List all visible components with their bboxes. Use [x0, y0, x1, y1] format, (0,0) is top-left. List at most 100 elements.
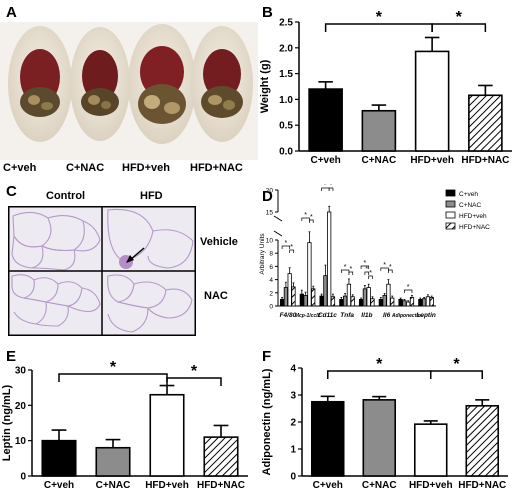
y-tick-label: 0	[269, 304, 273, 311]
chart-f-adiponectin: 0 1 2 3 4 Adiponectin (ng/mL) C+veh C+NAC HFD+ve…	[261, 356, 508, 491]
mouse-c-nac	[70, 27, 130, 141]
bar-hfd-nac	[350, 296, 355, 307]
y-tick-label: 2	[269, 290, 273, 297]
significance-star: *	[365, 266, 368, 273]
significance-star: *	[376, 356, 383, 373]
bar-hfd-veh	[287, 273, 292, 307]
bar-hfd-veh	[307, 242, 312, 307]
bar-c-nac	[422, 298, 427, 307]
axis-break	[273, 230, 283, 237]
panel-letter-f: F	[262, 348, 272, 365]
significance-bracket	[328, 187, 334, 191]
y-tick-label: 4	[269, 277, 273, 284]
x-tick-label: Il1b	[361, 312, 372, 319]
bar-c-nac	[323, 275, 328, 307]
arrow-icon	[126, 247, 145, 263]
significance-star: *	[376, 9, 383, 26]
x-tick-label: C+veh	[44, 480, 74, 491]
bar-c-veh	[279, 299, 285, 307]
significance-bracket	[301, 217, 310, 221]
bar-hfd-veh	[327, 211, 332, 307]
photo-label-hfd-veh: HFD+veh	[122, 162, 170, 174]
bar-c-veh	[299, 293, 304, 307]
legend-label: HFD+veh	[459, 213, 487, 220]
x-tick-label: HFD+NAC	[197, 480, 245, 491]
y-tick-label: 0	[290, 472, 296, 483]
significance-star: *	[364, 260, 367, 267]
y-tick-label: 10	[15, 436, 27, 447]
mouse-hfd-nac	[191, 26, 253, 142]
chart-b-weight: 0.0 0.5 1.0 1.5 2.0 2.5 Weight (g) C+veh C+NAC HF…	[259, 9, 512, 166]
bar-hfd-veh	[406, 301, 411, 307]
y-tick-label: 3	[290, 391, 296, 402]
bar-c-veh	[41, 439, 77, 477]
significance-bracket	[364, 271, 370, 275]
legend-swatch	[445, 211, 456, 219]
significance-star: *	[383, 262, 386, 269]
y-tick-label: 30	[15, 366, 27, 377]
significance-bracket	[388, 269, 393, 273]
significance-star: *	[304, 212, 307, 219]
bar-hfd-nac	[468, 94, 503, 152]
x-tick-label: HFD+NAC	[461, 155, 509, 166]
y-tick-label: 15	[266, 210, 274, 217]
significance-bracket	[166, 377, 222, 386]
histology-row-nac: NAC	[204, 290, 228, 302]
significance-star: *	[285, 240, 288, 247]
y-tick-label: 2.0	[279, 43, 293, 54]
y-tick-label: 1.5	[279, 69, 293, 80]
legend-label: C+NAC	[459, 202, 482, 209]
significance-bracket	[309, 219, 314, 223]
bar-c-nac	[362, 399, 397, 477]
mouse-hfd-veh	[128, 24, 196, 144]
legend-swatch	[445, 222, 456, 230]
significance-star: *	[110, 359, 117, 376]
bar-c-nac	[283, 287, 288, 307]
panel-letter-d: D	[262, 188, 273, 205]
bar-c-veh	[339, 299, 344, 307]
histology-col-hfd: HFD	[140, 190, 163, 202]
y-tick-label: 10	[266, 238, 274, 245]
photo-label-hfd-nac: HFD+NAC	[190, 162, 243, 174]
photo-label-c-nac: C+NAC	[66, 162, 105, 174]
y-tick-label: 20	[266, 188, 274, 195]
legend-label: C+veh	[459, 191, 478, 198]
x-tick-label: HFD+NAC	[458, 480, 506, 491]
y-tick-label: 0	[20, 472, 26, 483]
y-axis-label: Weight (g)	[259, 59, 271, 113]
x-tick-label: C+veh	[313, 480, 343, 491]
x-tick-label: Tnfa	[340, 312, 354, 319]
y-axis-label: Adiponectin (ng/mL)	[261, 368, 273, 475]
significance-bracket	[431, 23, 487, 32]
y-tick-label: 6	[269, 264, 273, 271]
bar-hfd-veh	[366, 287, 371, 307]
y-tick-label: 1.0	[279, 95, 293, 106]
significance-star: *	[324, 184, 327, 189]
bar-c-nac	[95, 446, 131, 477]
bar-hfd-nac	[291, 286, 296, 307]
x-tick-label: Cd11c	[318, 312, 337, 319]
y-tick-label: 4	[290, 364, 296, 375]
y-tick-label: 2	[290, 418, 296, 429]
panel-letter-b: B	[262, 4, 273, 21]
y-tick-label: 0.5	[279, 121, 293, 132]
significance-star: *	[369, 270, 372, 277]
panel-letter-c: C	[6, 183, 17, 200]
significance-bracket	[340, 269, 350, 273]
bar-c-nac	[362, 288, 367, 307]
bar-hfd-veh	[414, 50, 450, 152]
bar-hfd-veh	[425, 296, 431, 307]
bar-c-veh	[418, 299, 423, 307]
y-tick-label: 20	[15, 401, 27, 412]
significance-star: *	[310, 214, 313, 221]
bar-hfd-veh	[413, 423, 448, 477]
legend-swatch	[445, 200, 456, 208]
x-tick-label: Adiponectin	[391, 313, 421, 319]
histology-row-vehicle: Vehicle	[200, 236, 238, 248]
bar-c-veh	[358, 299, 364, 307]
y-tick-label: 8	[269, 251, 273, 258]
significance-star: *	[290, 244, 293, 251]
bar-hfd-nac	[203, 436, 239, 477]
y-tick-label: 0.0	[279, 147, 293, 158]
significance-bracket	[360, 265, 370, 269]
